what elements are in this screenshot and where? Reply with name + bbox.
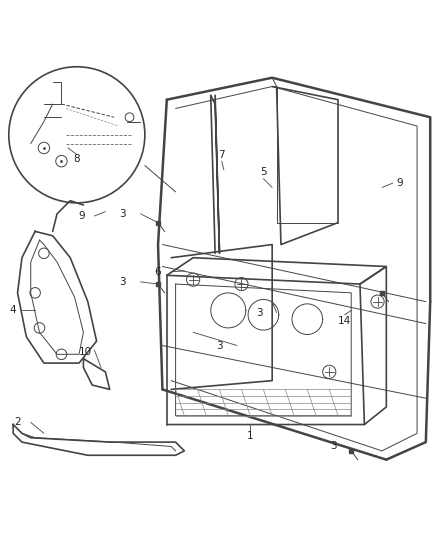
Text: 8: 8 — [73, 154, 80, 164]
Text: 4: 4 — [10, 305, 17, 316]
Text: 3: 3 — [215, 341, 223, 351]
Text: 7: 7 — [218, 150, 225, 159]
Text: 2: 2 — [14, 417, 21, 427]
Text: 6: 6 — [154, 267, 161, 277]
Text: 10: 10 — [79, 347, 92, 357]
Text: 9: 9 — [78, 211, 85, 221]
Text: 5: 5 — [259, 167, 266, 177]
Text: 1: 1 — [246, 431, 253, 440]
Text: 14: 14 — [337, 317, 350, 326]
Text: 3: 3 — [255, 308, 262, 318]
Text: 9: 9 — [395, 178, 402, 188]
Text: 3: 3 — [329, 441, 336, 451]
Text: 3: 3 — [119, 209, 126, 219]
Text: 3: 3 — [119, 277, 126, 287]
